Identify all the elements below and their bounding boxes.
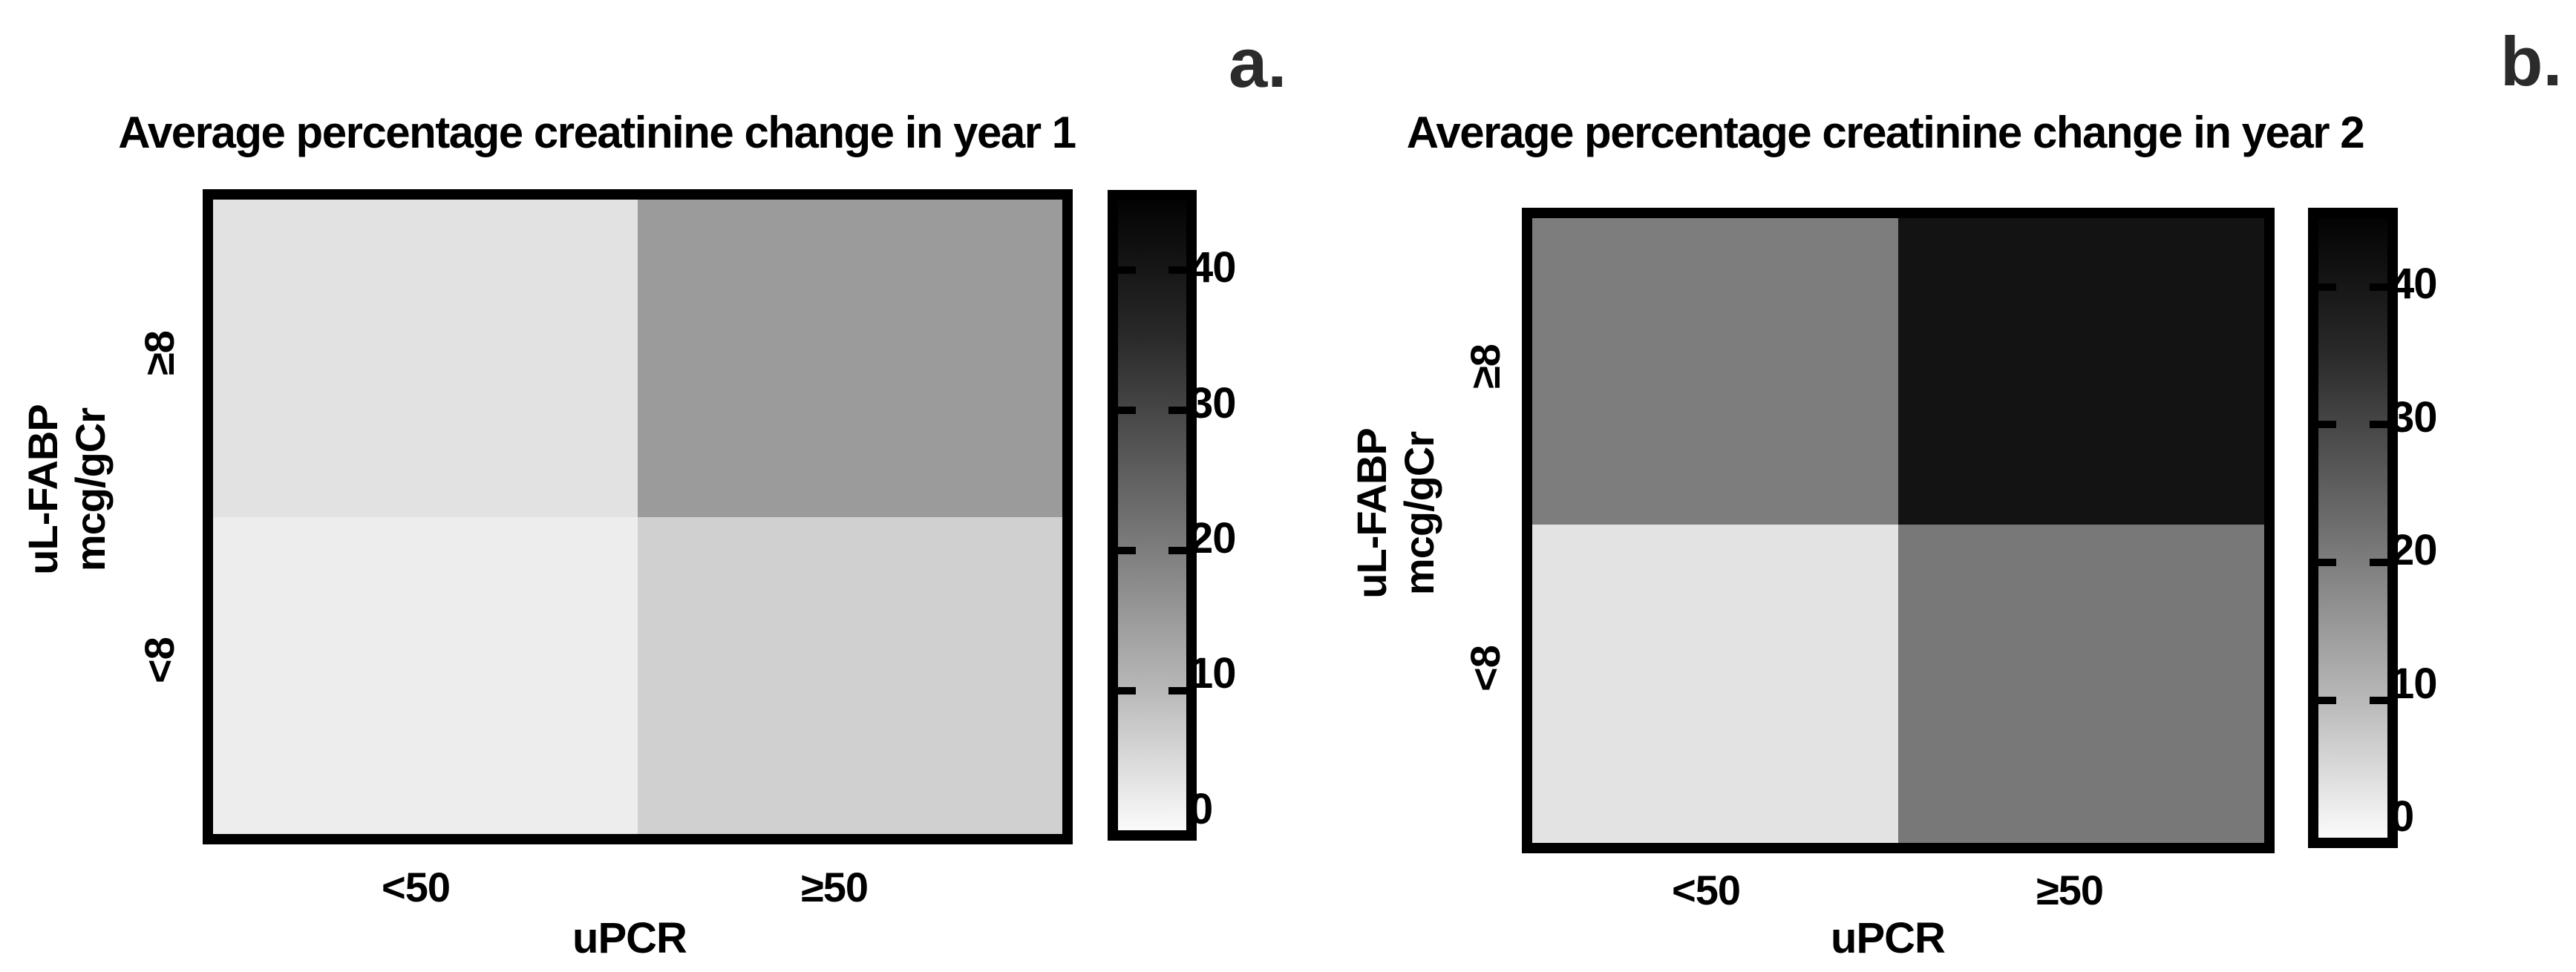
panel-b-y-axis-label: uL-FABP mcg/gCr (1336, 387, 1455, 640)
panel-a-x-axis-label: uPCR (572, 914, 687, 962)
panel-b-title: Average percentage creatinine change in … (1406, 108, 2365, 157)
panel-b-colorbar-label-30: 30 (2390, 393, 2438, 441)
panel-b-letter: b. (2500, 22, 2563, 100)
panel-a-colorbar-label-20: 20 (1189, 514, 1237, 562)
panel-a-colorbar-label-10: 10 (1189, 649, 1237, 697)
y-axis-label-line2: mcg/gCr (67, 407, 114, 572)
panel-b-colorbar (2308, 208, 2398, 848)
y-axis-label-line2: mcg/gCr (1396, 431, 1442, 596)
panel-a-colorbar-label-30: 30 (1189, 379, 1237, 427)
panel-a-heatmap (203, 189, 1073, 844)
colorbar-tick-mark (2370, 283, 2387, 291)
panel-a-colorbar (1108, 190, 1197, 841)
panel-a-cell-top-right (638, 200, 1062, 517)
panel-b-cell-bottom-right (1898, 524, 2264, 843)
panel-b-colorbar-label-40: 40 (2390, 260, 2438, 308)
y-axis-label-line1: uL-FABP (19, 404, 66, 575)
colorbar-tick-mark (1168, 547, 1186, 555)
panel-b-colorbar-label-10: 10 (2390, 660, 2438, 708)
panel-b-y-tick-lt8: <8 (1461, 646, 1508, 692)
panel-a-colorbar-label-0: 0 (1189, 785, 1213, 833)
panel-b-colorbar-label-0: 0 (2390, 792, 2414, 841)
colorbar-tick-mark (2318, 559, 2336, 567)
panel-a-cell-top-left (213, 200, 638, 517)
colorbar-tick-mark (1118, 547, 1136, 555)
panel-b-cell-top-left (1532, 218, 1898, 525)
panel-b-cell-top-right (1898, 218, 2264, 525)
colorbar-tick-mark (2370, 421, 2387, 429)
colorbar-tick-mark (2318, 421, 2336, 429)
panel-b-heatmap (1522, 208, 2275, 853)
colorbar-tick-mark (2370, 559, 2387, 567)
colorbar-tick-mark (1118, 686, 1136, 694)
panel-b-y-tick-ge8: ≥8 (1461, 344, 1508, 389)
colorbar-tick-mark (1168, 406, 1186, 414)
colorbar-tick-mark (2318, 283, 2336, 291)
colorbar-tick-mark (1168, 266, 1186, 275)
panel-a-y-axis-label: uL-FABP mcg/gCr (7, 364, 126, 616)
panel-b-x-tick-lt50: <50 (1672, 867, 1741, 913)
colorbar-tick-mark (1118, 406, 1136, 414)
panel-a-cell-bottom-right (638, 516, 1062, 834)
panel-a-title: Average percentage creatinine change in … (118, 108, 1076, 157)
panel-a-cell-bottom-left (213, 516, 638, 834)
panel-b-cell-bottom-left (1532, 524, 1898, 843)
panel-a-y-tick-lt8: <8 (135, 637, 183, 683)
panel-b-x-axis-label: uPCR (1831, 914, 1946, 962)
panel-b-colorbar-label-20: 20 (2390, 526, 2438, 574)
panel-a-colorbar-label-40: 40 (1189, 243, 1237, 292)
panel-a-x-tick-lt50: <50 (382, 864, 451, 910)
colorbar-tick-mark (1118, 266, 1136, 275)
panel-a-letter: a. (1229, 24, 1287, 102)
colorbar-tick-mark (2370, 696, 2387, 704)
panel-a-x-tick-ge50: ≥50 (800, 864, 869, 910)
colorbar-tick-mark (2318, 696, 2336, 704)
panel-b-x-tick-ge50: ≥50 (2036, 867, 2104, 913)
colorbar-tick-mark (1168, 686, 1186, 694)
y-axis-label-line1: uL-FABP (1347, 428, 1395, 599)
panel-a-y-tick-ge8: ≥8 (135, 331, 183, 375)
